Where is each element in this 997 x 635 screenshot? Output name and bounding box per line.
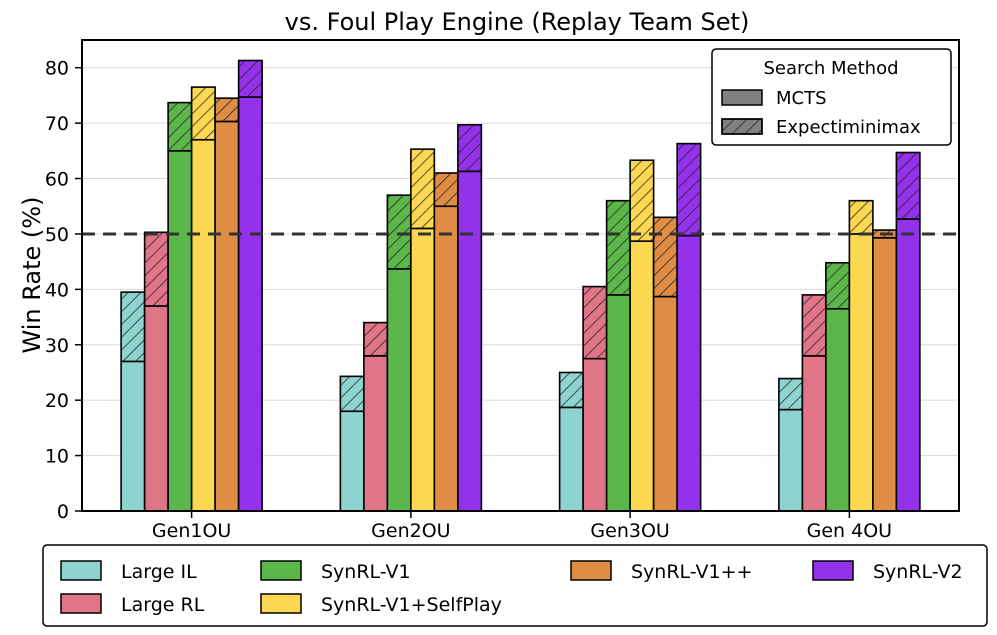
- bar-expectiminimax-synrl-v1-gen-4ou: [825, 261, 851, 310]
- bar-mcts-large-rl-gen3ou: [582, 357, 608, 512]
- bar-mcts-synrl-v1pp-gen3ou: [652, 295, 678, 512]
- bar-expectiminimax-synrl-v1-gen3ou: [605, 199, 631, 296]
- plot-frame: [81, 39, 960, 512]
- bar-expectiminimax-synrl-v1pp-gen1ou: [214, 97, 240, 123]
- bar-expectiminimax-synrl-v2-gen-4ou: [895, 151, 921, 220]
- method-legend-expectiminimax-hatch: [721, 118, 763, 135]
- bar-mcts-synrl-v2-gen-4ou: [895, 218, 921, 512]
- bar-expectiminimax-large-il-gen2ou: [339, 375, 365, 413]
- legend-label-synrl-v2: SynRL-V2: [873, 561, 963, 583]
- method-legend-title: Search Method: [763, 58, 898, 79]
- legend-label-large-il: Large IL: [121, 561, 197, 583]
- bar-expectiminimax-large-il-gen1ou: [120, 291, 146, 363]
- y-tick-label: 30: [45, 335, 69, 357]
- x-tick-label: Gen 4OU: [807, 520, 892, 542]
- bar-expectiminimax-large-rl-gen3ou: [582, 285, 608, 360]
- bar-mcts-synrl-v1-gen3ou: [605, 294, 631, 512]
- bar-expectiminimax-synrl-v1-selfplay-gen1ou: [190, 86, 216, 141]
- x-ticks: Gen1OU Gen2OU Gen3OU Gen 4OU: [152, 511, 892, 542]
- bar-mcts-large-rl-gen2ou: [363, 355, 389, 512]
- bar-expectiminimax-large-il-gen3ou: [558, 371, 584, 409]
- series-legend: Large IL Large RL SynRL-V1 SynRL-V1+Self…: [42, 544, 988, 627]
- y-tick-label: 40: [45, 279, 69, 301]
- y-tick-label: 10: [45, 446, 69, 468]
- x-tick-label: Gen3OU: [590, 520, 669, 542]
- method-legend: Search Method MCTS Expectiminimax: [711, 48, 952, 146]
- legend-swatch-synrl-v1-selfplay: [260, 593, 302, 614]
- bar-expectiminimax-synrl-v2-gen3ou: [676, 142, 702, 237]
- bar-mcts-large-il-gen1ou: [120, 360, 146, 512]
- bar-expectiminimax-large-rl-gen1ou: [143, 231, 169, 307]
- y-ticks: 0 10 20 30 40 50 60 70 80: [45, 58, 82, 523]
- x-tick-label: Gen2OU: [371, 520, 450, 542]
- bar-expectiminimax-synrl-v1-gen2ou: [386, 194, 412, 270]
- chart-title: vs. Foul Play Engine (Replay Team Set): [285, 8, 750, 36]
- x-tick-label: Gen1OU: [152, 520, 231, 542]
- bar-mcts-large-il-gen-4ou: [778, 408, 804, 512]
- legend-swatch-large-rl: [60, 593, 102, 614]
- bar-mcts-synrl-v2-gen1ou: [237, 96, 263, 512]
- legend-label-synrl-v1pp: SynRL-V1++: [631, 561, 752, 583]
- bar-expectiminimax-synrl-v1-gen1ou: [167, 101, 193, 152]
- y-tick-label: 70: [45, 113, 69, 135]
- bar-expectiminimax-synrl-v2-gen2ou: [457, 123, 483, 173]
- y-tick-label: 60: [45, 169, 69, 191]
- bars: [120, 59, 921, 512]
- y-tick-label: 20: [45, 390, 69, 412]
- method-legend-frame: [711, 48, 952, 146]
- bar-mcts-synrl-v1-gen-4ou: [825, 307, 851, 512]
- y-tick-label: 80: [45, 58, 69, 80]
- legend-label-synrl-v1-selfplay: SynRL-V1+SelfPlay: [321, 594, 502, 616]
- bar-expectiminimax-synrl-v1-selfplay-gen3ou: [629, 159, 655, 242]
- bar-mcts-synrl-v1-gen2ou: [386, 268, 412, 512]
- legend-label-synrl-v1: SynRL-V1: [321, 561, 411, 583]
- bar-expectiminimax-synrl-v1pp-gen3ou: [652, 216, 678, 298]
- bar-expectiminimax-large-rl-gen2ou: [363, 321, 389, 357]
- y-tick-label: 0: [57, 501, 69, 523]
- bar-mcts-large-il-gen3ou: [558, 406, 584, 512]
- y-axis-label: Win Rate (%): [18, 197, 46, 354]
- method-legend-mcts-swatch: [721, 89, 763, 106]
- bar-expectiminimax-synrl-v1-selfplay-gen-4ou: [848, 199, 874, 235]
- bar-mcts-synrl-v1pp-gen1ou: [214, 120, 240, 512]
- bar-mcts-large-il-gen2ou: [339, 410, 365, 512]
- bar-mcts-synrl-v1-selfplay-gen2ou: [410, 227, 436, 512]
- bar-expectiminimax-synrl-v1-selfplay-gen2ou: [410, 148, 436, 230]
- bar-mcts-synrl-v1-selfplay-gen3ou: [629, 240, 655, 512]
- y-tick-label: 50: [45, 224, 69, 246]
- legend-label-large-rl: Large RL: [121, 594, 205, 616]
- legend-swatch-large-il: [60, 560, 102, 581]
- bar-mcts-synrl-v1pp-gen2ou: [433, 205, 459, 512]
- bar-mcts-synrl-v1-selfplay-gen1ou: [190, 138, 216, 512]
- bar-mcts-synrl-v1-selfplay-gen-4ou: [848, 233, 874, 512]
- bar-mcts-synrl-v2-gen3ou: [676, 234, 702, 512]
- bar-expectiminimax-synrl-v1pp-gen2ou: [433, 172, 459, 208]
- bar-mcts-large-rl-gen-4ou: [801, 355, 827, 512]
- bar-mcts-synrl-v1-gen1ou: [167, 150, 193, 512]
- bar-expectiminimax-large-rl-gen-4ou: [801, 294, 827, 357]
- bar-mcts-large-rl-gen1ou: [143, 305, 169, 512]
- bar-mcts-synrl-v2-gen2ou: [457, 170, 483, 512]
- method-legend-expectiminimax-label: Expectiminimax: [776, 117, 921, 138]
- legend-swatch-synrl-v2: [812, 560, 854, 581]
- bar-expectiminimax-large-il-gen-4ou: [778, 377, 804, 411]
- legend-swatch-synrl-v1pp: [570, 560, 612, 581]
- legend-swatch-synrl-v1: [260, 560, 302, 581]
- bar-mcts-synrl-v1pp-gen-4ou: [872, 237, 898, 512]
- method-legend-mcts-label: MCTS: [776, 88, 827, 109]
- bar-expectiminimax-synrl-v2-gen1ou: [237, 59, 263, 98]
